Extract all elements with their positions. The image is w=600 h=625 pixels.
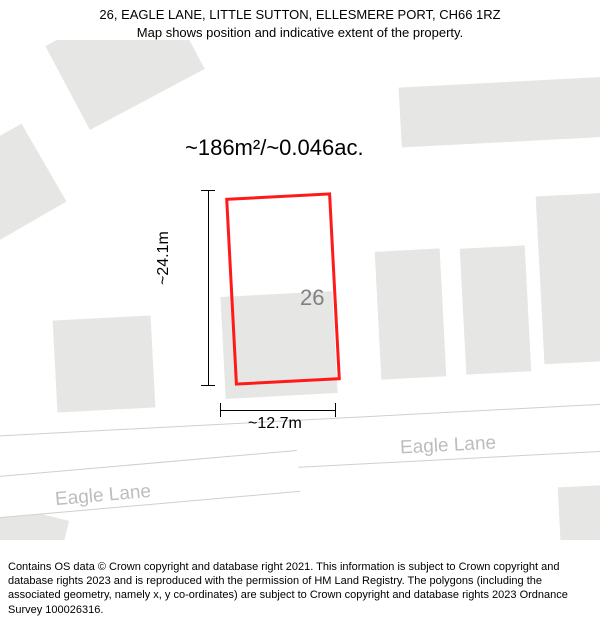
building <box>375 248 447 379</box>
dim-horizontal-tick-right <box>335 403 336 417</box>
building <box>558 483 600 540</box>
building <box>399 72 600 147</box>
dim-vertical-line <box>208 190 209 385</box>
dim-horizontal-label: ~12.7m <box>248 415 302 433</box>
building <box>53 315 156 412</box>
dim-vertical-tick-bottom <box>201 385 215 386</box>
building <box>45 40 204 130</box>
dim-horizontal-line <box>220 410 335 411</box>
area-label: ~186m²/~0.046ac. <box>185 135 364 161</box>
dim-vertical-tick-top <box>201 190 215 191</box>
footer-text: Contains OS data © Crown copyright and d… <box>8 561 568 616</box>
header-subtitle: Map shows position and indicative extent… <box>10 24 590 42</box>
building <box>0 124 66 247</box>
building <box>460 245 532 374</box>
header-address: 26, EAGLE LANE, LITTLE SUTTON, ELLESMERE… <box>10 6 590 24</box>
dim-vertical-label: ~24.1m <box>155 231 173 285</box>
building <box>536 192 600 364</box>
dim-horizontal-tick-left <box>220 403 221 417</box>
footer: Contains OS data © Crown copyright and d… <box>0 553 600 625</box>
house-number: 26 <box>300 285 324 311</box>
map-area: Eagle LaneEagle Lane ~186m²/~0.046ac. 26… <box>0 40 600 540</box>
header: 26, EAGLE LANE, LITTLE SUTTON, ELLESMERE… <box>0 0 600 43</box>
